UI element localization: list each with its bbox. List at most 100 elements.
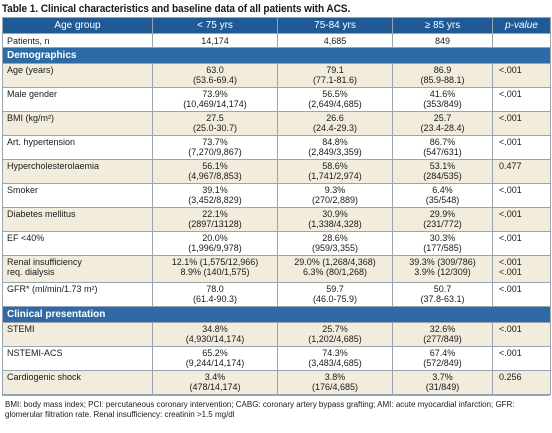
cell-75-84-line: 30.9% (322, 209, 348, 219)
cell-p-value: <.001 (492, 231, 551, 256)
cell-85-plus-line: (277/849) (423, 334, 462, 344)
header-85-plus: ≥ 85 yrs (392, 17, 493, 34)
cell-p-value-line: <.001 (499, 209, 522, 219)
cell-under-75-line: (4,930/14,174) (185, 334, 245, 344)
baseline-table: Age group < 75 yrs 75-84 yrs ≥ 85 yrs p-… (2, 17, 551, 395)
header-under-75: < 75 yrs (152, 17, 278, 34)
cell-under-75-line: 63.0 (206, 65, 224, 75)
cell-75-84-line: (2,849/3,359) (308, 147, 362, 157)
table-row: Male gender 73.9% (10,469/14,174) 56.5% (2,6… (2, 87, 551, 112)
cell-75-84-line: (1,202/4,685) (308, 334, 362, 344)
cell-p-value: 0.477 (492, 159, 551, 184)
cell-under-75: 56.1% (4,967/8,853) (152, 159, 278, 184)
row-label: NSTEMI-ACS (2, 346, 153, 371)
cell-p-value: <.001 (492, 63, 551, 88)
table-row: Smoker 39.1% (3,452/8,829) 9.3% (270/2,889) 6… (2, 183, 551, 208)
cell-under-75: 63.0 (53.6-69.4) (152, 63, 278, 88)
cell-p-value: <.001 (492, 111, 551, 136)
cell-p-value: <.001 (492, 322, 551, 347)
cell-75-84-line: (3,483/4,685) (308, 358, 362, 368)
cell-p-value: 0.256 (492, 370, 551, 395)
clinical-rows: STEMI 34.8% (4,930/14,174) 25.7% (1,202/4,68… (2, 322, 551, 395)
cell-p-value-line: 0.256 (499, 372, 522, 382)
row-label: EF <40% (2, 231, 153, 256)
section-header-clinical: Clinical presentation (2, 306, 551, 323)
cell-85-plus: 29.9% (231/772) (392, 207, 493, 232)
cell-p-value-line: 0.477 (499, 161, 522, 171)
cell-under-75: 34.8% (4,930/14,174) (152, 322, 278, 347)
cell-75-84: 59.7 (46.0-75.9) (277, 282, 393, 307)
cell-under-75-line: 27.5 (206, 113, 224, 123)
table-row: STEMI 34.8% (4,930/14,174) 25.7% (1,202/4,68… (2, 322, 551, 347)
cell-85-plus-line: (231/772) (423, 219, 462, 229)
cell-p-value: <.001 <.001 (492, 255, 551, 283)
cell-under-75-line: 22.1% (202, 209, 228, 219)
cell-under-75: 39.1% (3,452/8,829) (152, 183, 278, 208)
cell-under-75-line: 12.1% (1,575/12,966) (171, 257, 259, 267)
row-label: Male gender (2, 87, 153, 112)
cell-85-plus-line: 3.7% (432, 372, 453, 382)
cell-p-value-line: <.001 (499, 137, 522, 147)
cell-75-84: 3.8% (176/4,685) (277, 370, 393, 395)
section-title: Demographics (2, 47, 551, 64)
cell-p-value-line: <.001 (499, 284, 522, 294)
cell-p-value: <.001 (492, 346, 551, 371)
row-label: Renal insufficiency req. dialysis (2, 255, 153, 283)
table-row: EF <40% 20.0% (1,996/9,978) 28.6% (959/3,355… (2, 231, 551, 256)
row-label-line: Diabetes mellitus (7, 209, 76, 219)
cell-85-plus-line: 30.3% (429, 233, 456, 243)
cell-under-75-line: 78.0 (206, 284, 224, 294)
cell-under-75: 3.4% (478/14,174) (152, 370, 278, 395)
cell-p-value: <.001 (492, 207, 551, 232)
cell-85-plus-line: 25.7 (433, 113, 452, 123)
cell-75-84-line: 59.7 (326, 284, 344, 294)
cell-75-84-line: 58.6% (322, 161, 348, 171)
table-row: Renal insufficiency req. dialysis 12.1% (1… (2, 255, 551, 283)
row-label: BMI (kg/m²) (2, 111, 153, 136)
cell-p-value-line: <.001 (499, 89, 522, 99)
cell-85-plus-line: (177/585) (423, 243, 462, 253)
row-label: Art. hypertension (2, 135, 153, 160)
section-title: Clinical presentation (2, 306, 551, 323)
cell-75-84-line: (176/4,685) (311, 382, 359, 392)
row-label: Age (years) (2, 63, 153, 88)
cell-under-75: 65.2% (9,244/14,174) (152, 346, 278, 371)
cell-under-75-line: (9,244/14,174) (185, 358, 245, 368)
table-row: BMI (kg/m²) 27.5 (25.0-30.7) 26.6 (24.4-29.3… (2, 111, 551, 136)
cell-under-75-line: (478/14,174) (189, 382, 241, 392)
cell-under-75-line: (53.6-69.4) (192, 75, 238, 85)
row-label-line: NSTEMI-ACS (7, 348, 63, 358)
cell-under-75-line: 3.4% (204, 372, 226, 382)
cell-85-plus: 86.9 (85.9-88.1) (392, 63, 493, 88)
row-label: Hypercholesterolaemia (2, 159, 153, 184)
cell-85-plus: 86.7% (547/631) (392, 135, 493, 160)
cell-p-value-line: <.001 (499, 233, 522, 243)
cell-under-75-line: 8.9% (140/1,575) (180, 267, 250, 277)
cell-75-84-line: 26.6 (326, 113, 344, 123)
cell-75-84: 56.5% (2,649/4,685) (277, 87, 393, 112)
cell-under-75-line: (4,967/8,853) (188, 171, 242, 181)
cell-85-plus: 25.7 (23.4-28.4) (392, 111, 493, 136)
table-row: NSTEMI-ACS 65.2% (9,244/14,174) 74.3% (3,483… (2, 346, 551, 371)
cell-75-84: 29.0% (1,268/4,368) 6.3% (80/1,268) (277, 255, 393, 283)
row-label-line: Smoker (7, 185, 39, 195)
cell-85-plus-line: (85.9-88.1) (420, 75, 465, 85)
cell-under-75-line: (3,452/8,829) (188, 195, 242, 205)
cell-p-value-line: <.001 (499, 267, 522, 277)
cell-under-75-line: (25.0-30.7) (192, 123, 238, 133)
cell-85-plus: 6.4% (35/548) (392, 183, 493, 208)
cell-p-value-line: <.001 (499, 348, 522, 358)
cell-p-value-line: <.001 (499, 324, 522, 334)
cell-85-plus-line: (35/548) (425, 195, 460, 205)
cell-85-plus: 32.6% (277/849) (392, 322, 493, 347)
cell-85-plus: 41.6% (353/849) (392, 87, 493, 112)
cell-85-plus-line: 32.6% (429, 324, 456, 334)
cell-under-75: 73.9% (10,469/14,174) (152, 87, 278, 112)
row-label: Diabetes mellitus (2, 207, 153, 232)
cell-75-84: 58.6% (1,741/2,974) (277, 159, 393, 184)
cell-85-plus-line: 86.7% (429, 137, 456, 147)
table-row: Cardiogenic shock 3.4% (478/14,174) 3.8% (17… (2, 370, 551, 395)
cell-85-plus: 50.7 (37.8-63.1) (392, 282, 493, 307)
cell-75-84: 26.6 (24.4-29.3) (277, 111, 393, 136)
cell-85-plus-line: 6.4% (432, 185, 453, 195)
